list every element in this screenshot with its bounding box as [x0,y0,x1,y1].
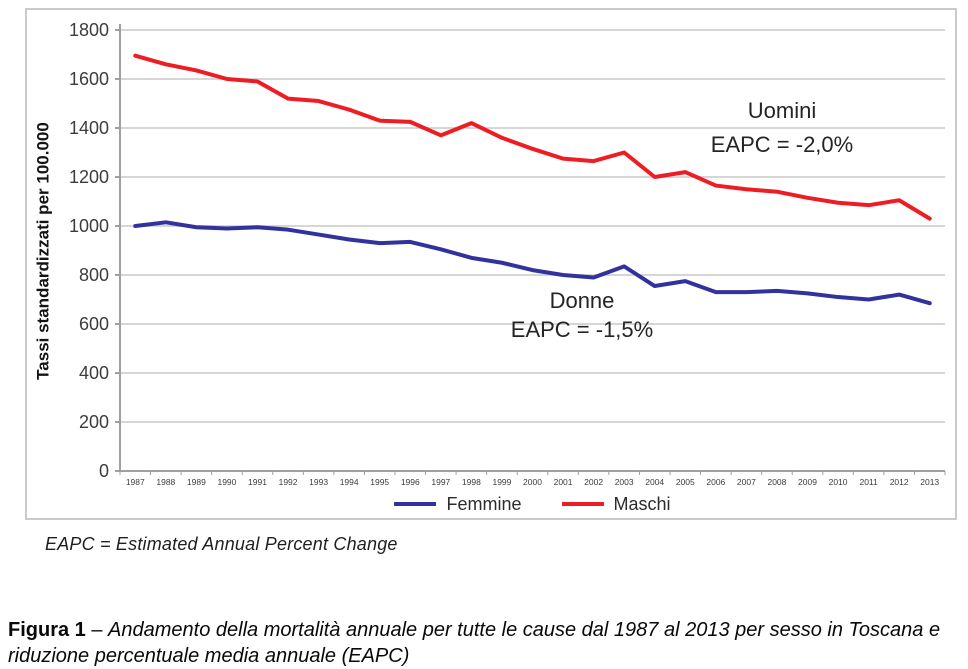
x-tick-label: 2001 [554,477,573,487]
x-tick-label: 2006 [706,477,725,487]
x-tick-label: 1998 [462,477,481,487]
y-tick-label: 600 [79,314,109,334]
x-tick-label: 2002 [584,477,603,487]
y-tick-label: 1000 [69,216,109,236]
y-tick-label: 1600 [69,69,109,89]
figure-caption: Figura 1 – Andamento della mortalità ann… [8,617,960,669]
annotation-males-eapc: EAPC = -2,0% [710,132,854,157]
legend-label-maschi: Maschi [613,493,671,514]
y-tick-label: 1800 [69,20,109,40]
x-tick-label: 1994 [340,477,359,487]
figure-caption-label: Figura 1 [8,619,86,641]
femmine-line-swatch-icon [394,502,437,506]
x-tick-label: 2011 [859,477,878,487]
x-tick-label: 1987 [126,477,145,487]
legend-label-femmine: Femmine [446,493,522,514]
x-tick-label: 2008 [767,477,786,487]
x-tick-label: 2013 [920,477,939,487]
annotation-females-label: Donne [549,288,615,313]
series-line-femmine [133,220,932,306]
x-tick-label: 1993 [309,477,328,487]
y-tick-label: 200 [79,412,109,432]
y-tick-label: 0 [99,461,109,481]
x-tick-label: 2012 [890,477,909,487]
y-tick-label: 1200 [69,167,109,187]
x-tick-label: 1989 [187,477,206,487]
x-tick-label: 1996 [401,477,420,487]
chart-container: 0 200 400 600 800 1000 1200 1400 1600 1800 1987 198… [25,8,957,520]
y-axis-title: Tassi standardizzati per 100.000 [33,122,53,380]
figure-caption-separator: – [85,619,109,641]
maschi-line-swatch-icon [561,502,604,506]
x-tick-label: 2003 [615,477,634,487]
x-tick-label: 1999 [492,477,511,487]
series-line-maschi [133,53,932,221]
x-tick-label: 2007 [737,477,756,487]
x-tick-label: 1992 [279,477,298,487]
y-tick-label: 400 [79,363,109,383]
x-tick-label: 2000 [523,477,542,487]
x-tick-label: 1990 [217,477,236,487]
x-tick-label: 2005 [676,477,695,487]
y-tick-label: 1400 [69,118,109,138]
annotation-males-label: Uomini [747,98,817,123]
chart-legend: Femmine Maschi [120,491,945,517]
mortality-trend-chart: 0 200 400 600 800 1000 1200 1400 1600 1800 1987 198… [69,20,946,487]
y-tick-label: 800 [79,265,109,285]
legend-item-femmine: Femmine [394,493,522,515]
x-tick-label: 2010 [829,477,848,487]
legend-item-maschi: Maschi [561,493,671,515]
eapc-footnote: EAPC = Estimated Annual Percent Change [45,534,398,554]
x-tick-label: 1997 [431,477,450,487]
x-tick-label: 1988 [156,477,175,487]
x-tick-label: 1995 [370,477,389,487]
x-tick-label: 2004 [645,477,664,487]
x-tick-label: 1991 [248,477,267,487]
x-tick-label: 2009 [798,477,817,487]
annotation-females-eapc: EAPC = -1,5% [510,317,654,342]
